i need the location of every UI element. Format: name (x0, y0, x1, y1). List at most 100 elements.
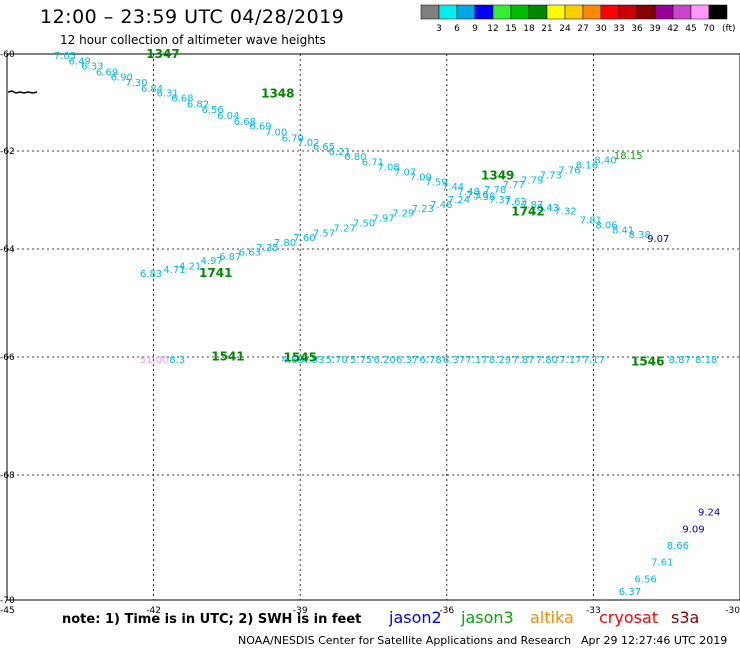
wave-height-value: 6.69 (96, 67, 118, 78)
wave-height-value: 8.16 (576, 161, 598, 172)
wave-height-value: 6.37 (396, 355, 418, 366)
wave-height-value: 9.09 (682, 525, 704, 536)
wave-height-value: 7.59 (425, 177, 447, 188)
wave-height-value: 7.61 (651, 558, 673, 569)
legend-s3a: s3a (671, 608, 700, 627)
legend-cryosat: cryosat (599, 608, 659, 627)
wave-height-value: 6.63 (239, 247, 261, 258)
legend-bin-label: 3 (436, 24, 442, 34)
wave-height-value: 51.00 (140, 355, 169, 366)
legend-bin-label: 36 (631, 24, 643, 34)
wave-height-value: 7.32 (554, 207, 576, 218)
longitude-label: -42 (146, 606, 161, 616)
wave-height-value: 9.07 (647, 234, 669, 245)
pass-number-label: 1742 (511, 205, 544, 219)
legend-bin-label: 6 (454, 24, 460, 34)
wave-height-value: 6.87 (219, 252, 241, 263)
wave-height-value: 7.17 (559, 355, 581, 366)
wave-height-value: 7.80 (536, 355, 558, 366)
pass-number-label: 1348 (261, 87, 294, 101)
wave-height-value: 7.29 (392, 209, 414, 220)
wave-height-value: 7.87 (521, 200, 543, 211)
longitude-label: -33 (586, 606, 601, 616)
wave-height-value: 4.68 (282, 355, 304, 366)
wave-height-value: 7.09 (410, 172, 432, 183)
wave-height-value: 7.08 (377, 163, 399, 174)
latitude-label: -64 (0, 245, 15, 255)
wave-height-value: 6.49 (69, 57, 91, 68)
wave-height-legend: 3 6 9 12 15 18 21 24 27 30 33 36 39 42 45 70 (ft) (420, 4, 736, 34)
wave-height-value: 8.87 (669, 355, 691, 366)
wave-height-value: 7.46 (430, 200, 452, 211)
legend-altika: altika (530, 608, 574, 627)
wave-height-value: 7.02 (297, 138, 319, 149)
wave-height-value: 7.00 (265, 127, 287, 138)
legend-bin-label: 27 (577, 24, 588, 34)
map-grid (7, 54, 740, 600)
longitude-label: -45 (0, 606, 15, 616)
legend-bin-label: 30 (595, 24, 607, 34)
wave-height-value: 8.43 (537, 203, 559, 214)
wave-height-value: 8.66 (667, 541, 689, 552)
legend-bin-label: 9 (472, 24, 478, 34)
island-coastline (7, 90, 38, 94)
wave-height-value: 8.18 (695, 355, 717, 366)
wave-height-value: 7.80 (274, 238, 296, 249)
wave-height-value: 6.71 (362, 158, 384, 169)
latitude-label: -70 (0, 596, 15, 606)
latitude-label: -66 (0, 353, 15, 363)
legend-bin-label: 21 (541, 24, 552, 34)
wave-height-value: 6.68 (234, 117, 256, 128)
wave-height-value: 7.37 (489, 195, 511, 206)
latitude-label: -60 (0, 50, 15, 60)
longitude-label: -36 (439, 606, 454, 616)
wave-height-value: 4.93 (302, 355, 324, 366)
wave-height-value: 6.83 (140, 269, 162, 280)
legend-bin-label: 24 (559, 24, 571, 34)
wave-height-value: 7.87 (512, 355, 534, 366)
wave-height-value: 4.97 (201, 256, 223, 267)
wave-height-value: 6.84 (141, 84, 163, 95)
legend-unit: (ft) (722, 24, 736, 34)
wave-height-value: 7.60 (293, 233, 315, 244)
legend-bin-label: 70 (703, 24, 715, 34)
wave-height-value: 4.71 (163, 265, 185, 276)
wave-height-value: 6.37 (443, 355, 465, 366)
wave-height-value: 8.06 (595, 220, 617, 231)
legend-bin-label: 39 (649, 24, 661, 34)
wave-height-value: 6.37 (619, 587, 641, 598)
wave-height-value: 6.78 (419, 355, 441, 366)
wave-height-value: 7.48 (458, 187, 480, 198)
wave-height-value: 7.50 (353, 218, 375, 229)
pass-number-label: 1546 (631, 354, 664, 368)
map-frame (6, 53, 740, 601)
wave-height-value: 6.80 (344, 152, 366, 163)
generated-timestamp: Apr 29 12:27:46 UTC 2019 (581, 634, 728, 647)
pass-number-label: 1545 (284, 351, 317, 365)
credit-line: NOAA/NESDIS Center for Satellite Applica… (238, 634, 572, 647)
wave-height-value: 7.73 (540, 170, 562, 181)
wave-height-value: 7.78 (484, 185, 506, 196)
pass-number-label: 1741 (199, 266, 232, 280)
wave-height-value: 6.79 (282, 133, 304, 144)
wave-height-value: 6.82 (187, 99, 209, 110)
wave-height-value: 4.21 (179, 262, 201, 273)
wave-height-value: 7.05 (54, 51, 76, 62)
wave-height-value: 7.23 (412, 204, 434, 215)
wave-height-value: 7.17 (465, 355, 487, 366)
pass-number-label: 1347 (146, 47, 179, 61)
wave-height-value: 7.35 (256, 243, 278, 254)
wave-height-value: 6.56 (201, 105, 223, 116)
wave-height-value: 8.29 (489, 355, 511, 366)
legend-jason2: jason2 (389, 608, 442, 627)
wave-height-value: 6.33 (81, 62, 103, 73)
latitude-label: -62 (0, 147, 15, 157)
wave-height-value: 7.81 (580, 216, 602, 227)
footer-note: note: 1) Time is in UTC; 2) SWH is in fe… (62, 612, 362, 627)
wave-height-value: 7.79 (521, 175, 543, 186)
legend-bin-label: 33 (613, 24, 624, 34)
wave-height-value: 8.41 (612, 225, 634, 236)
map-title: 12:00 – 23:59 UTC 04/28/2019 (40, 6, 345, 28)
axis-labels: -60 -62 -64 -66 -68 -70-45 -42 -39 -36 -33 -30 (0, 50, 740, 616)
